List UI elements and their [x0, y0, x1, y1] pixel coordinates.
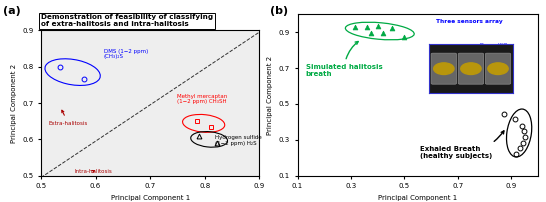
Text: DMS (1−2 ppm)
(CH₃)₂S: DMS (1−2 ppm) (CH₃)₂S — [104, 49, 148, 59]
FancyBboxPatch shape — [485, 53, 511, 84]
Text: Dense WO₃
U-WO₃
Pt-U-WO₃: Dense WO₃ U-WO₃ Pt-U-WO₃ — [480, 43, 510, 59]
Text: Extra-halitosis: Extra-halitosis — [49, 110, 88, 125]
Text: Hydrogen sulfide
(1−2 ppm) H₂S: Hydrogen sulfide (1−2 ppm) H₂S — [215, 135, 262, 145]
Text: Demonstration of feasibility of classifying
of extra-halitosis and intra-halitos: Demonstration of feasibility of classify… — [41, 14, 213, 27]
Text: Methyl mercaptan
(1−2 ppm) CH₃SH: Methyl mercaptan (1−2 ppm) CH₃SH — [177, 94, 228, 104]
Text: (a): (a) — [3, 6, 21, 16]
Text: (b): (b) — [270, 6, 288, 16]
Text: Intra-halitosis: Intra-halitosis — [75, 168, 112, 174]
Text: Simulated halitosis
breath: Simulated halitosis breath — [306, 41, 382, 77]
Y-axis label: Principal Component 2: Principal Component 2 — [10, 63, 16, 143]
Y-axis label: Principal Component 2: Principal Component 2 — [267, 55, 273, 135]
FancyBboxPatch shape — [458, 53, 484, 84]
Circle shape — [461, 63, 481, 75]
Circle shape — [434, 63, 454, 75]
Text: Three sensors array: Three sensors array — [436, 19, 503, 24]
Circle shape — [488, 63, 508, 75]
Text: Exhaled Breath
(healthy subjects): Exhaled Breath (healthy subjects) — [420, 131, 504, 159]
X-axis label: Principal Component 1: Principal Component 1 — [110, 195, 190, 201]
FancyBboxPatch shape — [431, 53, 456, 84]
X-axis label: Principal Component 1: Principal Component 1 — [378, 195, 458, 201]
